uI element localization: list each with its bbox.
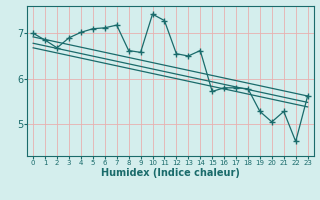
X-axis label: Humidex (Indice chaleur): Humidex (Indice chaleur) <box>101 168 240 178</box>
